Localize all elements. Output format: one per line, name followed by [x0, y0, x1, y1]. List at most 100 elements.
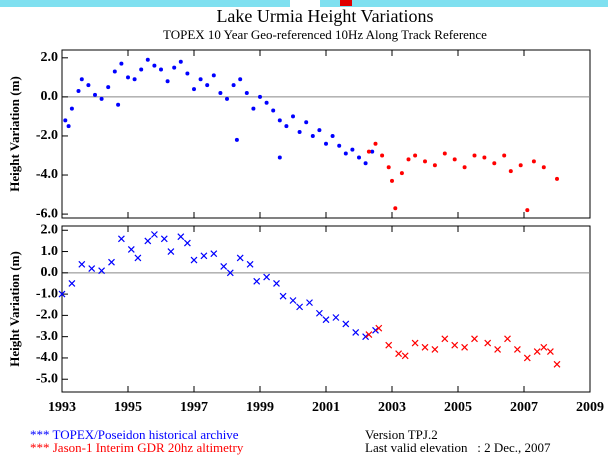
point [317, 128, 322, 133]
point [452, 157, 457, 162]
x-tick-label: 2005 [444, 400, 472, 415]
y-tick-label: -2.0 [36, 308, 58, 323]
point [492, 161, 497, 166]
point [442, 151, 447, 156]
point [79, 77, 84, 82]
point [531, 159, 536, 164]
point [451, 341, 459, 349]
point [513, 346, 521, 353]
point [277, 155, 282, 160]
point [98, 267, 106, 275]
point [421, 343, 429, 351]
point [244, 90, 249, 95]
point [226, 269, 234, 277]
point [251, 106, 256, 111]
point [271, 108, 276, 113]
point [362, 333, 370, 341]
point [210, 250, 218, 258]
point [363, 161, 368, 166]
plot-frame [61, 49, 591, 219]
point [541, 165, 546, 170]
point [160, 235, 168, 243]
point [134, 254, 142, 262]
point [324, 141, 328, 146]
point [357, 155, 361, 160]
point [343, 151, 348, 156]
point [523, 354, 531, 362]
point [99, 96, 104, 101]
x-tick-label: 1997 [180, 400, 208, 415]
point [159, 67, 163, 72]
point [375, 324, 383, 332]
point [78, 260, 86, 268]
point [297, 130, 302, 135]
y-tick-label: 1.0 [41, 244, 59, 259]
point [185, 71, 190, 76]
point [167, 248, 175, 255]
point [220, 263, 228, 270]
point [413, 153, 418, 158]
point [401, 352, 409, 360]
point [132, 77, 137, 82]
point [88, 265, 96, 272]
y-tick-label: -5.0 [36, 371, 58, 386]
point [393, 206, 398, 211]
x-tick-label: 2003 [378, 400, 406, 415]
legend-entry: *** TOPEX/Poseidon historical archive [30, 427, 239, 442]
point [296, 303, 304, 311]
point [423, 159, 427, 164]
point [395, 350, 403, 358]
point [482, 155, 487, 160]
y-tick-label: 2.0 [41, 50, 59, 65]
point [66, 124, 71, 129]
point [337, 143, 342, 148]
x-tick-label: 1999 [246, 400, 274, 415]
x-tick-label: 2007 [510, 400, 538, 415]
point [310, 133, 315, 138]
point [246, 260, 254, 268]
point [126, 75, 130, 80]
point [277, 118, 282, 123]
point [471, 335, 478, 343]
point [342, 320, 350, 328]
y-axis-label: Height Variation (m) [7, 76, 22, 192]
point [218, 90, 223, 95]
point [462, 165, 467, 170]
point [178, 59, 183, 64]
point [432, 163, 437, 168]
point [258, 94, 262, 99]
point [350, 147, 355, 152]
point [330, 133, 335, 138]
y-tick-label: -4.0 [36, 350, 58, 365]
point [472, 153, 477, 158]
point [411, 339, 419, 347]
point [86, 83, 91, 88]
point [225, 96, 229, 101]
point [139, 67, 144, 72]
point [279, 292, 287, 300]
x-tick-label: 2009 [576, 400, 604, 415]
point [127, 245, 135, 253]
point [144, 237, 152, 245]
point [366, 149, 371, 154]
point [112, 69, 117, 74]
y-tick-label: -3.0 [36, 329, 58, 344]
point [150, 231, 158, 238]
map-strip [290, 0, 320, 8]
y-axis-label: Height Variation (m) [7, 251, 22, 367]
y-tick-label: -6.0 [36, 206, 58, 221]
point [546, 348, 554, 355]
point [106, 85, 111, 90]
legend-entry: *** Jason-1 Interim GDR 20hz altimetry [30, 440, 244, 455]
point [116, 102, 121, 107]
point [69, 106, 74, 111]
point [399, 171, 404, 176]
point [273, 280, 280, 287]
point [205, 83, 210, 88]
point [322, 316, 330, 324]
point [504, 335, 511, 343]
map-strip [340, 0, 352, 6]
point [494, 346, 502, 353]
point [502, 153, 507, 158]
point [553, 360, 561, 368]
